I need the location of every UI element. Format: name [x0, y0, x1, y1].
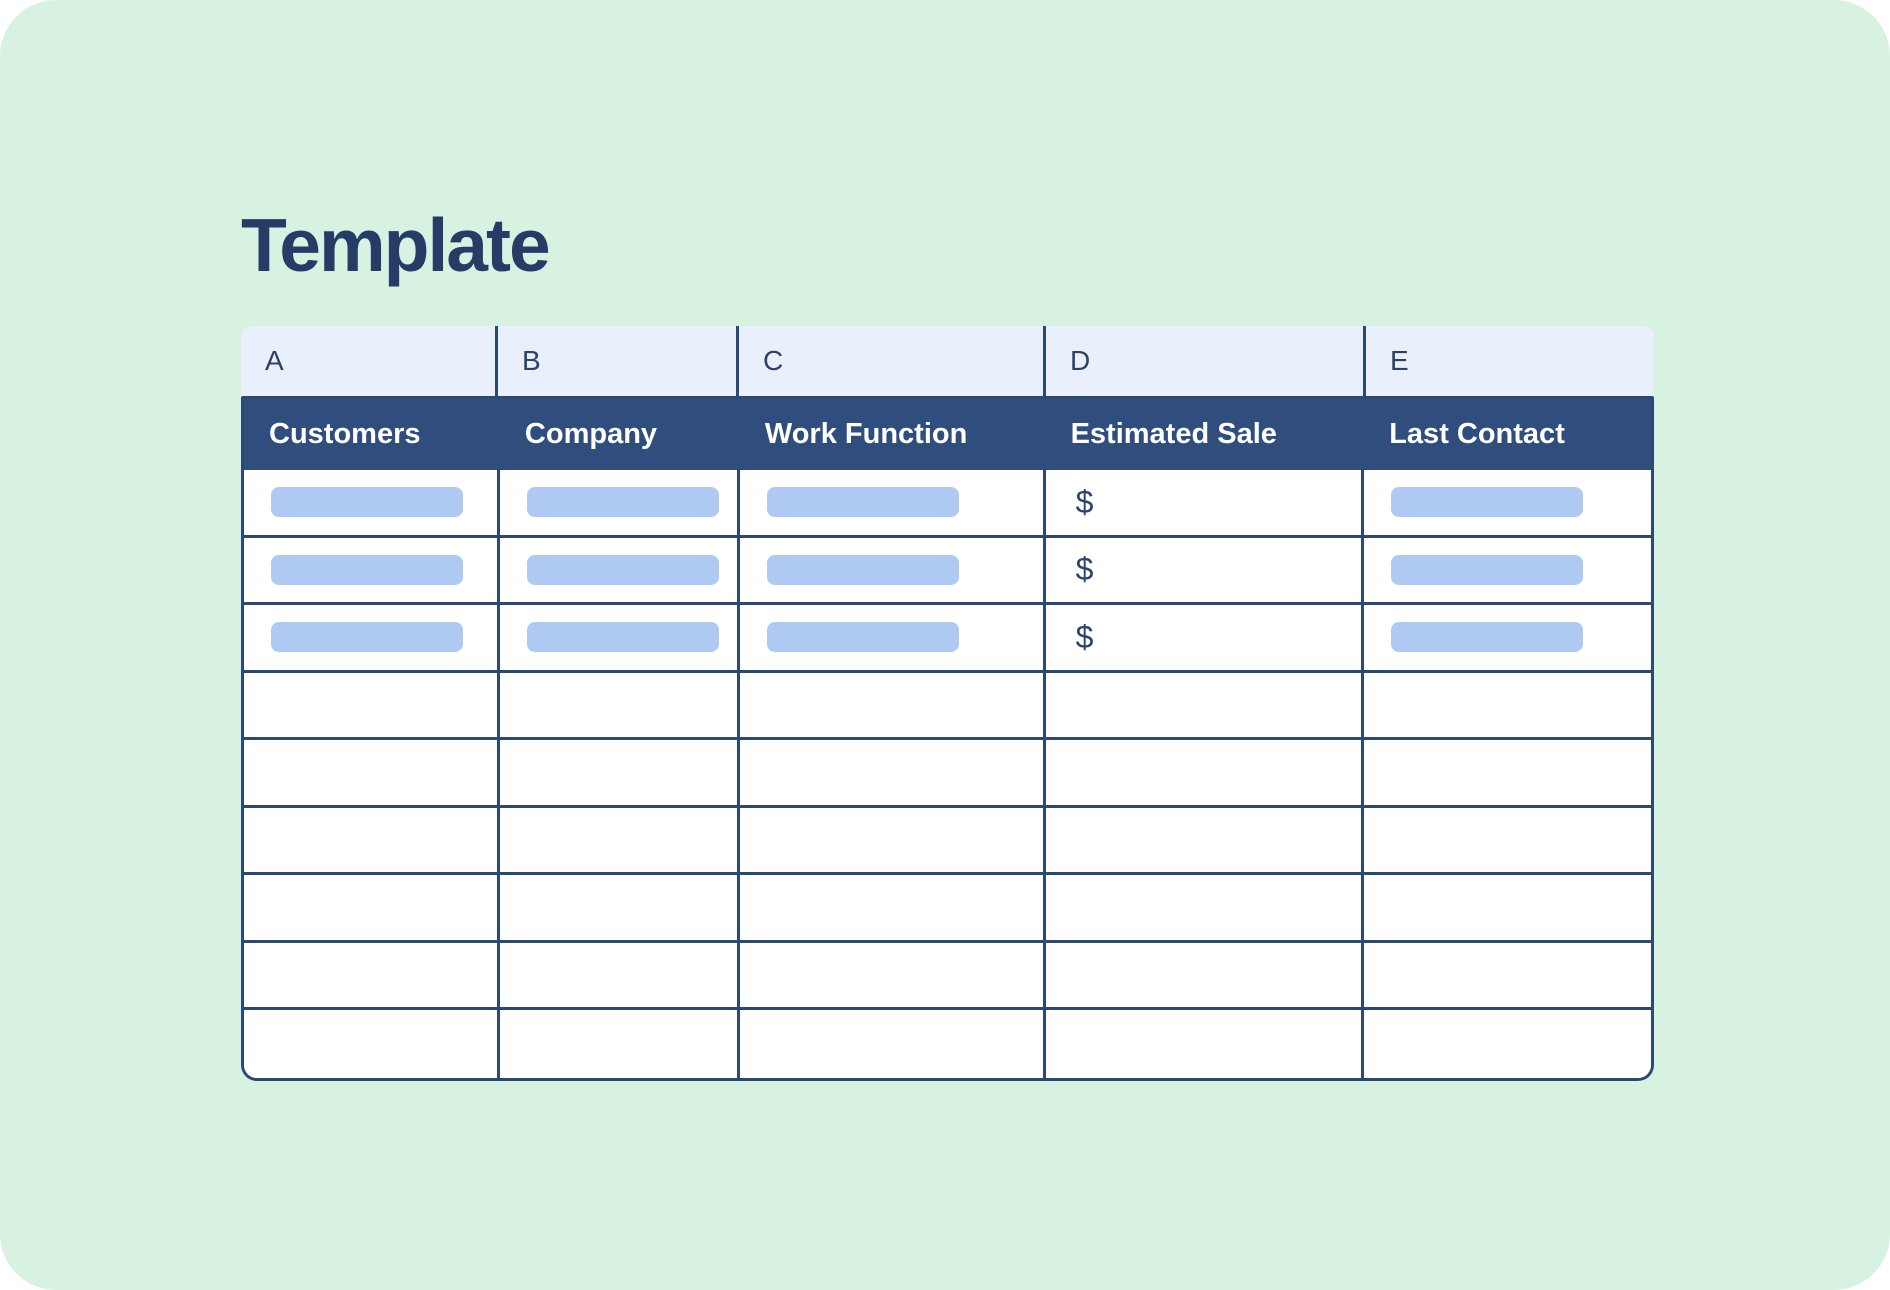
header-label: Last Contact	[1389, 418, 1565, 450]
cell-d-4[interactable]	[1045, 672, 1365, 740]
header-cell-work-function[interactable]: Work Function	[740, 399, 1046, 470]
table-row	[244, 740, 1651, 808]
column-letter-row: A B C D E	[241, 326, 1654, 396]
cell-d-7[interactable]	[1045, 875, 1365, 943]
cell-e-2[interactable]	[1364, 537, 1651, 605]
table-row: $	[244, 605, 1651, 673]
column-letter-cell-b[interactable]: B	[498, 326, 739, 396]
placeholder-pill	[526, 487, 719, 518]
column-letter-cell-e[interactable]: E	[1366, 326, 1654, 396]
cell-c-2[interactable]	[739, 537, 1046, 605]
cell-b-1[interactable]	[499, 470, 740, 538]
table-row	[244, 807, 1651, 875]
column-letter-label: E	[1390, 345, 1409, 376]
cell-b-8[interactable]	[499, 942, 740, 1010]
header-label: Estimated Sale	[1070, 418, 1277, 450]
table-rows-container: $ $ $	[244, 470, 1651, 1078]
table-body: Customers Company Work Function Estimated S…	[241, 396, 1654, 1081]
cell-b-3[interactable]	[499, 605, 740, 673]
cell-a-3[interactable]	[244, 605, 500, 673]
table-row	[244, 875, 1651, 943]
cell-d-1[interactable]: $	[1045, 470, 1365, 538]
currency-placeholder: $	[1075, 618, 1094, 655]
header-cell-company[interactable]: Company	[500, 399, 740, 470]
table-row: $	[244, 470, 1651, 538]
cell-b-4[interactable]	[499, 672, 740, 740]
cell-a-2[interactable]	[244, 537, 500, 605]
cell-a-7[interactable]	[244, 875, 500, 943]
column-letter-label: B	[522, 345, 541, 376]
column-letter-cell-a[interactable]: A	[241, 326, 498, 396]
cell-e-9[interactable]	[1364, 1010, 1651, 1078]
placeholder-pill	[271, 554, 463, 585]
table-row	[244, 672, 1651, 740]
table-row	[244, 1010, 1651, 1078]
header-label: Customers	[269, 418, 421, 450]
placeholder-pill	[1391, 487, 1584, 518]
header-label: Work Function	[764, 418, 968, 450]
cell-e-1[interactable]	[1364, 470, 1651, 538]
placeholder-pill	[766, 554, 959, 585]
cell-d-9[interactable]	[1045, 1010, 1365, 1078]
cell-c-3[interactable]	[739, 605, 1046, 673]
cell-b-5[interactable]	[499, 740, 740, 808]
cell-b-6[interactable]	[499, 807, 740, 875]
cell-c-6[interactable]	[739, 807, 1046, 875]
table-header-row: Customers Company Work Function Estimated S…	[244, 399, 1651, 470]
page-title: Template	[241, 203, 551, 287]
placeholder-pill	[526, 554, 719, 585]
cell-c-1[interactable]	[739, 470, 1046, 538]
cell-c-4[interactable]	[739, 672, 1046, 740]
placeholder-pill	[766, 622, 959, 653]
placeholder-pill	[271, 622, 463, 653]
cell-a-6[interactable]	[244, 807, 500, 875]
column-letter-label: D	[1070, 345, 1091, 376]
cell-a-5[interactable]	[244, 740, 500, 808]
cell-c-9[interactable]	[739, 1010, 1046, 1078]
cell-d-2[interactable]: $	[1045, 537, 1365, 605]
currency-placeholder: $	[1075, 483, 1094, 520]
cell-b-2[interactable]	[499, 537, 740, 605]
header-cell-estimated-sale[interactable]: Estimated Sale	[1046, 399, 1365, 470]
cell-d-6[interactable]	[1045, 807, 1365, 875]
spreadsheet-table: A B C D E Customers Company Work Function Estim…	[241, 326, 1654, 1081]
cell-c-7[interactable]	[739, 875, 1046, 943]
cell-d-8[interactable]	[1045, 942, 1365, 1010]
placeholder-pill	[271, 487, 463, 518]
cell-d-5[interactable]	[1045, 740, 1365, 808]
column-letter-label: C	[763, 345, 784, 376]
placeholder-pill	[766, 487, 959, 518]
currency-placeholder: $	[1075, 551, 1094, 588]
cell-e-6[interactable]	[1364, 807, 1651, 875]
header-label: Company	[524, 418, 658, 450]
cell-b-7[interactable]	[499, 875, 740, 943]
cell-a-8[interactable]	[244, 942, 500, 1010]
column-letter-cell-c[interactable]: C	[739, 326, 1046, 396]
column-letter-label: A	[265, 345, 284, 376]
placeholder-pill	[526, 622, 719, 653]
cell-e-3[interactable]	[1364, 605, 1651, 673]
header-cell-customers[interactable]: Customers	[244, 399, 500, 470]
cell-d-3[interactable]: $	[1045, 605, 1365, 673]
cell-e-5[interactable]	[1364, 740, 1651, 808]
cell-e-8[interactable]	[1364, 942, 1651, 1010]
table-row	[244, 942, 1651, 1010]
cell-a-4[interactable]	[244, 672, 500, 740]
cell-a-9[interactable]	[244, 1010, 500, 1078]
cell-c-8[interactable]	[739, 942, 1046, 1010]
table-row: $	[244, 537, 1651, 605]
placeholder-pill	[1391, 554, 1584, 585]
cell-a-1[interactable]	[244, 470, 500, 538]
cell-e-7[interactable]	[1364, 875, 1651, 943]
cell-c-5[interactable]	[739, 740, 1046, 808]
placeholder-pill	[1391, 622, 1584, 653]
column-letter-cell-d[interactable]: D	[1046, 326, 1366, 396]
header-cell-last-contact[interactable]: Last Contact	[1364, 399, 1651, 470]
cell-e-4[interactable]	[1364, 672, 1651, 740]
cell-b-9[interactable]	[499, 1010, 740, 1078]
